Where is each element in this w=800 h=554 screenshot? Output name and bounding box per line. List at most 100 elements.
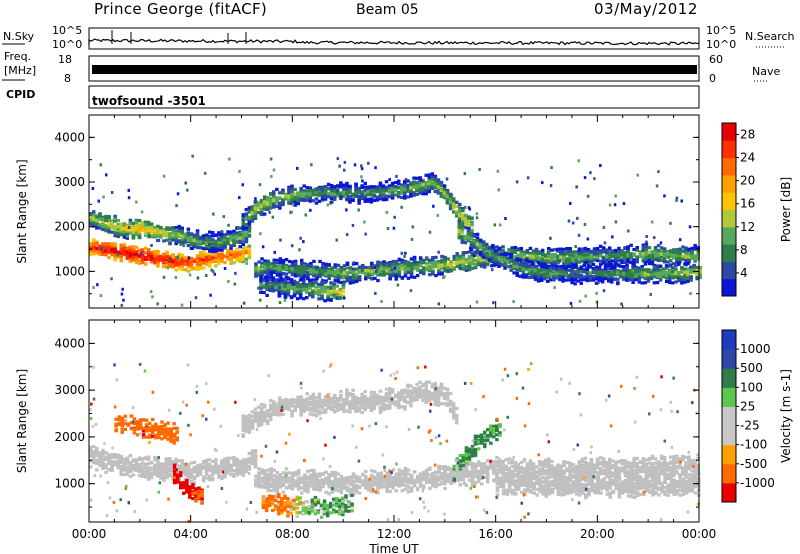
- data-cell: [579, 281, 583, 285]
- data-cell: [153, 234, 157, 238]
- data-cell: [348, 275, 353, 279]
- data-cell: [595, 252, 600, 256]
- data-cell: [470, 221, 474, 225]
- data-cell: [295, 291, 300, 295]
- data-cell: [406, 189, 410, 193]
- data-cell: [415, 261, 420, 265]
- data-cell: [104, 249, 108, 253]
- data-cell: [183, 240, 188, 244]
- data-cell: [241, 255, 245, 260]
- data-cell: [469, 235, 474, 239]
- data-cell: [269, 273, 273, 277]
- data-cell: [295, 283, 300, 287]
- data-cell: [324, 270, 328, 274]
- data-cell: [403, 261, 408, 265]
- data-cell: [431, 270, 435, 274]
- data-cell: [186, 233, 191, 238]
- data-cell: [436, 185, 441, 189]
- data-cell: [678, 251, 682, 255]
- data-cell: [165, 255, 169, 259]
- data-cell: [649, 277, 654, 281]
- data-cell: [156, 249, 160, 254]
- data-cell: [208, 251, 212, 255]
- data-cell: [256, 204, 261, 208]
- data-cell: [539, 264, 544, 268]
- data-cell: [214, 253, 218, 257]
- nsky-label: N.Sky: [3, 30, 35, 43]
- data-cell: [342, 264, 347, 268]
- data-cell: [533, 273, 538, 277]
- data-cell: [491, 250, 495, 254]
- data-cell: [286, 276, 291, 280]
- data-cell: [582, 278, 587, 282]
- data-cell: [296, 193, 300, 197]
- data-cell: [300, 265, 304, 269]
- data-cell: [589, 250, 594, 254]
- data-cell: [290, 263, 295, 267]
- data-cell: [684, 250, 688, 254]
- data-cell: [235, 240, 239, 244]
- data-cell: [269, 268, 273, 272]
- data-cell: [479, 260, 484, 264]
- data-cell: [451, 210, 456, 214]
- data-cell: [290, 272, 295, 277]
- data-cell: [269, 206, 273, 210]
- data-cell: [208, 264, 212, 268]
- data-cell: [631, 269, 635, 273]
- data-cell: [370, 269, 374, 273]
- data-cell: [312, 269, 316, 273]
- data-cell: [388, 277, 392, 281]
- data-cell: [552, 267, 556, 271]
- data-cell: [430, 178, 435, 182]
- data-cell: [549, 270, 553, 274]
- data-cell: [497, 264, 501, 268]
- data-cell: [585, 267, 590, 271]
- data-cell: [628, 274, 632, 279]
- data-cell: [695, 277, 699, 281]
- data-cell: [652, 267, 657, 271]
- data-cell: [376, 263, 380, 268]
- data-cell: [189, 256, 194, 260]
- data-cell: [675, 259, 679, 263]
- data-cell: [286, 285, 291, 289]
- data-cell: [483, 260, 487, 264]
- data-cell: [241, 242, 245, 247]
- data-cell: [137, 259, 142, 263]
- data-cell: [137, 248, 142, 252]
- data-cell: [463, 236, 468, 240]
- data-cell: [431, 265, 435, 269]
- data-cell: [390, 185, 395, 190]
- data-cell: [329, 286, 333, 290]
- data-cell: [641, 248, 646, 253]
- data-cell: [329, 290, 333, 294]
- data-cell: [211, 260, 215, 264]
- data-cell: [262, 195, 267, 199]
- data-cell: [192, 242, 197, 246]
- data-cell: [626, 260, 630, 264]
- data-cell: [299, 198, 303, 202]
- data-cell: [189, 267, 194, 271]
- data-cell: [552, 264, 556, 268]
- data-cell: [658, 278, 663, 282]
- data-cell: [357, 189, 361, 193]
- data-cell: [198, 236, 203, 240]
- data-cell: [446, 257, 450, 261]
- data-cell: [598, 249, 603, 253]
- data-cell: [238, 226, 242, 230]
- data-cell: [323, 189, 328, 193]
- data-cell: [539, 276, 544, 281]
- data-cell: [366, 193, 370, 197]
- data-cell: [263, 261, 267, 265]
- data-cell: [220, 245, 224, 249]
- data-cell: [564, 278, 568, 282]
- data-cell: [293, 267, 298, 271]
- data-cell: [247, 225, 252, 229]
- data-cell: [494, 263, 498, 267]
- data-cell: [391, 265, 395, 270]
- data-cell: [122, 223, 127, 227]
- data-cell: [92, 249, 96, 253]
- data-cell: [509, 255, 513, 259]
- data-cell: [177, 262, 181, 266]
- data-cell: [165, 231, 169, 235]
- data-cell: [637, 276, 641, 280]
